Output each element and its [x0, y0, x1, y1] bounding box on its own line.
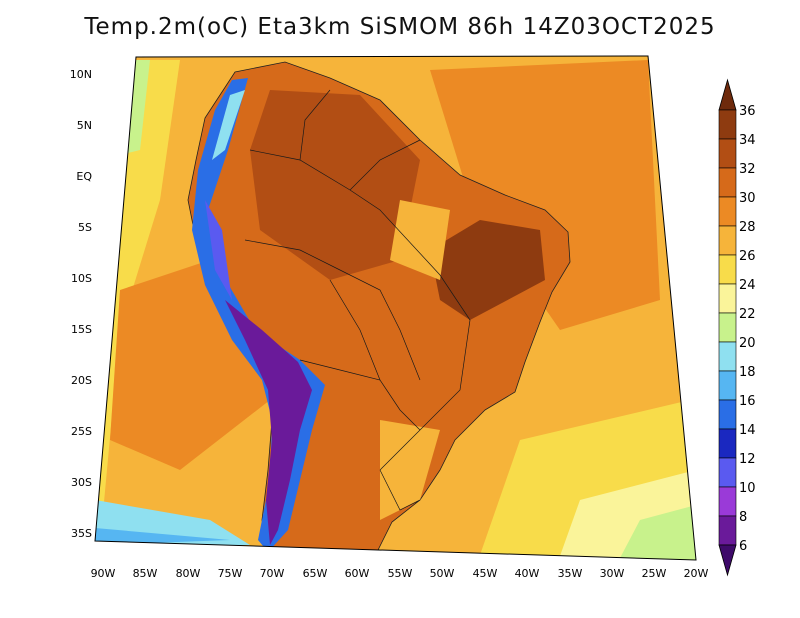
- lon-label: 35W: [558, 567, 583, 580]
- lon-label: 65W: [303, 567, 328, 580]
- southern-brazil-mild: [380, 420, 440, 520]
- northeast-very-hot: [430, 220, 545, 320]
- lon-label: 85W: [133, 567, 158, 580]
- colorbar-segment: [718, 486, 737, 517]
- colorbar-label: 20: [739, 336, 756, 351]
- amazon-hot: [250, 90, 420, 280]
- colorbar-label: 34: [739, 133, 756, 148]
- colorbar-segment: [718, 370, 737, 401]
- colorbar-label: 14: [739, 423, 756, 438]
- colorbar-segment: [718, 109, 737, 140]
- lon-label: 80W: [176, 567, 201, 580]
- colorbar-label: 18: [739, 365, 756, 380]
- latitude-ticks: 10N 5N EQ 5S 10S 15S 20S 25S 30S 35S: [70, 68, 93, 540]
- lon-label: 70W: [260, 567, 285, 580]
- colorbar-label: 16: [739, 394, 756, 409]
- colorbar-segment: [718, 254, 737, 285]
- south-pacific-cooler: [95, 528, 230, 545]
- temperature-field: [95, 56, 696, 560]
- colorbar-segment: [718, 428, 737, 459]
- lat-label: EQ: [76, 170, 92, 183]
- lon-label: 55W: [388, 567, 413, 580]
- colorbar-segment: [718, 196, 737, 227]
- colorbar-segment: [718, 283, 737, 314]
- lon-label: 60W: [345, 567, 370, 580]
- colorbar: 36 34 32 30 28 26 24 22 20 18 16 14 12 10 8 6: [718, 78, 756, 577]
- colorbar-top-arrow: [718, 78, 737, 111]
- colorbar-label: 26: [739, 249, 756, 264]
- colorbar-label: 8: [739, 510, 747, 525]
- colorbar-segment: [718, 515, 737, 546]
- lat-label: 10N: [70, 68, 92, 81]
- andes-coldest: [225, 300, 312, 545]
- lat-label: 15S: [71, 323, 92, 336]
- south-atlantic-cooler: [620, 505, 696, 560]
- colorbar-segment: [718, 225, 737, 256]
- colorbar-bottom-arrow: [718, 544, 737, 577]
- colorbar-segment: [718, 312, 737, 343]
- colorbar-label: 28: [739, 220, 756, 235]
- central-mild-patch: [390, 200, 450, 280]
- colorbar-label: 6: [739, 539, 747, 554]
- lon-label: 75W: [218, 567, 243, 580]
- lat-label: 20S: [71, 374, 92, 387]
- lon-label: 30W: [600, 567, 625, 580]
- andes-colombia-cool: [212, 90, 245, 160]
- lon-label: 90W: [91, 567, 116, 580]
- colorbar-segment: [718, 399, 737, 430]
- lat-label: 5N: [77, 119, 92, 132]
- andes-north-cold: [205, 200, 232, 300]
- lon-label: 20W: [684, 567, 709, 580]
- lat-label: 10S: [71, 272, 92, 285]
- map-frame: [94, 55, 697, 561]
- lat-label: 5S: [78, 221, 92, 234]
- map-title: Temp.2m(oC) Eta3km SiSMOM 86h 14Z03OCT20…: [84, 14, 716, 40]
- lon-label: 45W: [473, 567, 498, 580]
- colorbar-label: 10: [739, 481, 756, 496]
- colorbar-label: 36: [739, 104, 756, 119]
- country-borders: [244, 89, 471, 511]
- colorbar-label: 22: [739, 307, 756, 322]
- colorbar-segment: [718, 167, 737, 198]
- colorbar-segment: [718, 138, 737, 169]
- lon-label: 25W: [642, 567, 667, 580]
- colorbar-label: 24: [739, 278, 756, 293]
- colorbar-segment: [718, 457, 737, 488]
- longitude-ticks: 90W 85W 80W 75W 70W 65W 60W 55W 50W 45W …: [91, 567, 709, 580]
- lon-label: 40W: [515, 567, 540, 580]
- colorbar-label: 30: [739, 191, 756, 206]
- lat-label: 30S: [71, 476, 92, 489]
- lat-label: 25S: [71, 425, 92, 438]
- colorbar-segment: [718, 341, 737, 372]
- colorbar-label: 32: [739, 162, 756, 177]
- colorbar-label: 12: [739, 452, 756, 467]
- lon-label: 50W: [430, 567, 455, 580]
- atlantic-warm-patch: [430, 60, 660, 330]
- lat-label: 35S: [71, 527, 92, 540]
